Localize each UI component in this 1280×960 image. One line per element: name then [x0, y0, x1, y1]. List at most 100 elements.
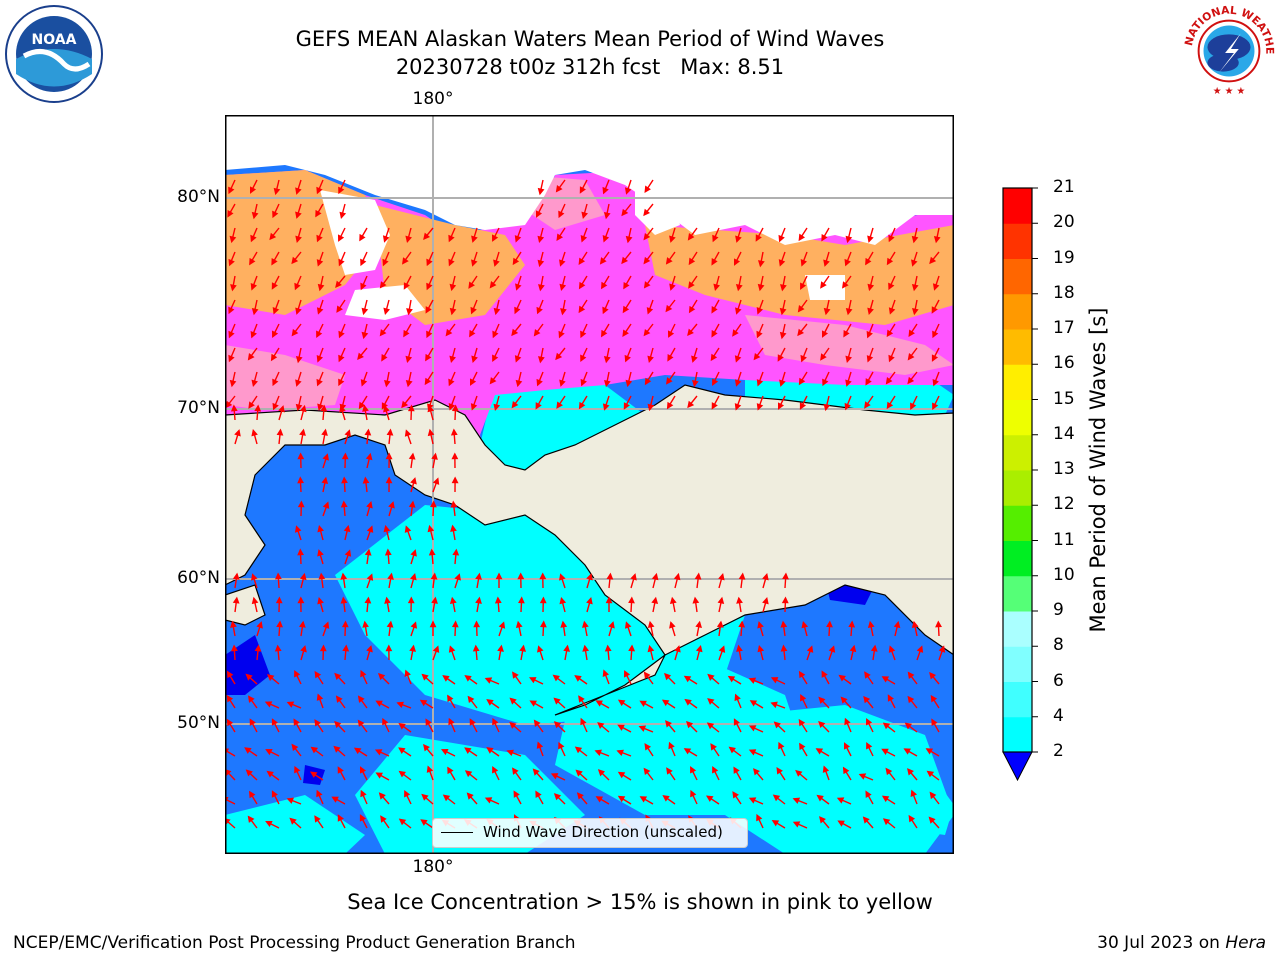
wind-wave-arrowhead	[910, 789, 918, 797]
wind-wave-arrowhead	[735, 307, 742, 315]
wind-wave-arrowhead	[639, 700, 647, 707]
wind-wave-arrowhead	[410, 477, 417, 485]
wind-wave-arrowhead	[421, 673, 429, 681]
wind-wave-arrowhead	[294, 525, 302, 533]
wind-wave-arrowhead	[472, 644, 480, 652]
colorbar-tick-label: 20	[1053, 212, 1075, 233]
wind-wave-arrowhead	[580, 354, 587, 362]
wind-wave-arrowhead	[533, 719, 541, 727]
wind-wave-arrowhead	[755, 234, 762, 242]
wind-wave-arrowhead	[882, 722, 891, 730]
wind-wave-arrowhead	[559, 573, 566, 581]
wind-wave-arrowhead	[426, 330, 433, 339]
wind-wave-arrowhead	[691, 355, 698, 363]
wind-wave-arrowhead	[559, 597, 567, 605]
wind-wave-arrowhead	[382, 235, 390, 243]
wind-wave-arrowhead	[929, 256, 937, 265]
wind-wave-arrowhead	[683, 675, 692, 683]
wind-wave-arrowhead	[430, 572, 438, 580]
wind-wave-arrowhead	[770, 677, 779, 684]
wind-wave-arrowhead	[556, 401, 563, 409]
wind-wave-arrowhead	[408, 500, 416, 508]
wind-wave-arrowhead	[357, 695, 365, 703]
wind-wave-arrowhead	[344, 429, 351, 437]
wind-wave-arrowhead	[232, 596, 240, 604]
wind-wave-arrowhead	[486, 747, 494, 754]
colorbar-tick-label: 9	[1053, 600, 1064, 620]
wind-wave-arrowhead	[533, 329, 541, 337]
wind-wave-arrowhead	[778, 234, 785, 243]
wind-wave-arrowhead	[315, 209, 322, 218]
wind-wave-arrowhead	[493, 403, 501, 411]
date-value: 30 Jul 2023 on	[1097, 933, 1220, 953]
wind-wave-arrowhead	[286, 701, 295, 708]
wind-wave-arrowhead	[228, 186, 235, 195]
wind-wave-arrowhead	[375, 772, 383, 779]
wind-wave-arrowhead	[536, 210, 543, 218]
wind-wave-arrowhead	[753, 352, 761, 361]
wind-wave-arrowhead	[353, 747, 362, 755]
wind-wave-arrowhead	[932, 379, 939, 387]
wind-wave-arrowhead	[322, 453, 329, 461]
wind-wave-arrowhead	[867, 235, 874, 243]
wind-wave-arrowhead	[865, 718, 873, 726]
wind-wave-arrowhead	[888, 354, 895, 363]
noaa-logo-text: NOAA	[32, 32, 77, 48]
wind-wave-arrowhead	[578, 695, 585, 703]
wind-wave-arrowhead	[493, 307, 501, 316]
colorbar-tick-label: 14	[1053, 423, 1075, 444]
wind-wave-arrowhead	[515, 283, 522, 291]
wind-wave-arrowhead	[360, 669, 367, 678]
wind-wave-arrowhead	[445, 328, 453, 337]
wind-wave-arrowhead	[471, 259, 478, 267]
wind-wave-arrowhead	[821, 670, 828, 678]
wind-wave-arrowhead	[361, 307, 369, 316]
wind-wave-arrowhead	[822, 378, 829, 387]
wind-wave-arrowhead	[338, 354, 345, 363]
wind-wave-arrowhead	[866, 330, 873, 339]
wind-wave-arrowhead	[226, 694, 234, 703]
wind-wave-arrowhead	[707, 673, 715, 681]
wind-wave-arrowhead	[928, 816, 936, 824]
wind-wave-arrowhead	[688, 257, 696, 266]
wind-wave-arrowhead	[578, 257, 586, 265]
wind-wave-arrowhead	[339, 405, 346, 413]
wind-wave-arrowhead	[295, 355, 303, 364]
colorbar	[1002, 187, 1038, 782]
wind-wave-arrowhead	[553, 721, 562, 729]
wind-wave-arrowhead	[398, 770, 406, 778]
colorbar-tick-label: 8	[1053, 635, 1064, 656]
wind-wave-arrowhead	[553, 697, 561, 705]
wind-wave-arrowhead	[779, 307, 787, 316]
wind-wave-arrowhead	[628, 596, 635, 604]
wind-wave-arrowhead	[727, 675, 736, 683]
wind-wave-arrowhead	[408, 452, 416, 460]
wind-wave-arrowhead	[779, 331, 787, 340]
wind-wave-arrowhead	[295, 379, 302, 387]
wind-wave-arrowhead	[317, 549, 324, 557]
wind-wave-arrowhead	[337, 814, 344, 822]
wind-wave-arrowhead	[616, 749, 624, 757]
wind-wave-arrowhead	[322, 501, 330, 509]
wind-wave-arrowhead	[366, 645, 373, 653]
wind-wave-arrowhead	[251, 573, 258, 581]
wind-wave-arrowhead	[396, 701, 404, 709]
wind-wave-arrow	[225, 798, 236, 805]
wind-wave-arrowhead	[360, 766, 367, 774]
wind-wave-arrowhead	[291, 743, 299, 752]
wind-wave-arrowhead	[797, 328, 805, 337]
colorbar-bin	[1003, 505, 1032, 541]
wind-wave-arrowhead	[667, 330, 675, 338]
wind-wave-arrowhead	[532, 768, 540, 776]
wind-wave-arrowhead	[617, 724, 625, 731]
wind-wave-arrowhead	[837, 820, 845, 827]
map-frame	[225, 115, 954, 854]
colorbar-bin	[1003, 329, 1032, 365]
wind-wave-arrowhead	[424, 377, 432, 386]
wind-wave-arrowhead	[819, 816, 826, 824]
wind-wave-arrowhead	[666, 377, 673, 385]
wind-wave-arrowhead	[475, 596, 482, 604]
wind-wave-arrowhead	[466, 792, 474, 800]
legend-label: Wind Wave Direction (unscaled)	[483, 823, 723, 841]
wind-wave-arrowhead	[334, 672, 342, 681]
